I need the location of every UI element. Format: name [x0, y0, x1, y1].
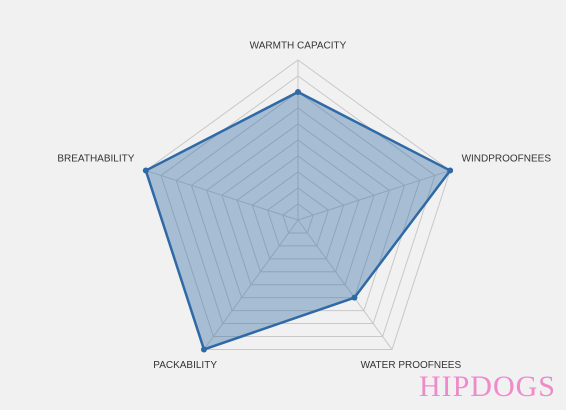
grid-spoke [203, 219, 299, 350]
data-point [200, 346, 207, 353]
data-point [295, 89, 301, 95]
grid-ring [190, 107, 406, 312]
data-point [351, 294, 358, 301]
data-area [144, 90, 452, 351]
grid-ring [236, 155, 360, 273]
grid-ring [175, 91, 421, 325]
axis-label: BREATHABILITY [57, 153, 134, 164]
watermark: HIPDOGS [419, 370, 556, 403]
grid-ring [266, 187, 330, 247]
grid-ring [160, 75, 436, 337]
grid-ring [206, 123, 390, 299]
grid-ring [145, 59, 451, 350]
axis-label: WINDPROOFNEES [462, 153, 552, 164]
data-point [447, 167, 454, 174]
axis-label: PACKABILITY [153, 360, 217, 371]
data-point [142, 167, 149, 174]
grid-ring [251, 171, 345, 260]
grid-ring [282, 203, 314, 234]
axis-label: WARMTH CAPACITY [250, 41, 347, 52]
grid-spoke [297, 219, 393, 350]
grid-spoke [145, 170, 299, 221]
axis-label: WATER PROOFNEES [361, 360, 462, 371]
grid-ring [221, 139, 375, 286]
grid-spoke [297, 170, 451, 221]
